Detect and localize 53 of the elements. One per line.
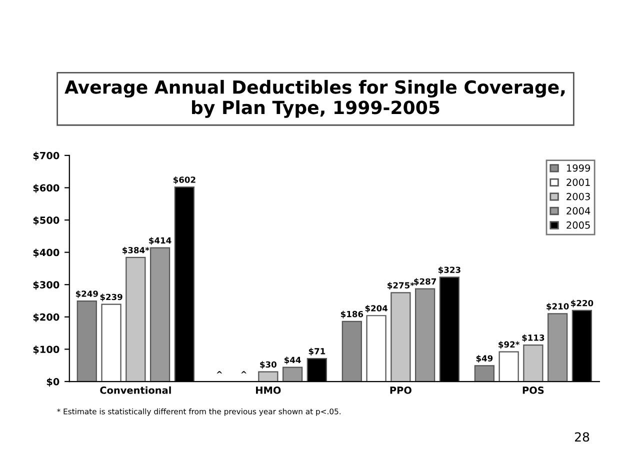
data-label: $92* [498,341,520,349]
bar [548,313,568,382]
bar [76,300,97,382]
bar [342,320,362,382]
text: 28 [574,432,590,442]
y-tick-label: $400 [33,248,60,258]
data-label: $113 [522,334,544,342]
data-label: $204 [365,304,388,313]
data-label: $210 [546,303,569,311]
legend-label: 2001 [566,178,590,186]
bar [390,292,411,382]
data-label: $186 [340,310,364,318]
bar [523,344,544,382]
legend-label: 2004 [566,207,590,215]
data-label: $249 [76,290,98,298]
x-tick-label: PPO [390,386,412,394]
data-label: $602 [173,176,196,184]
bar [498,351,519,382]
data-label: $287 [414,278,436,286]
bar [258,371,278,382]
y-tick-label: $300 [33,280,60,290]
data-label: $384* [122,246,150,254]
data-label: $44 [284,356,301,364]
legend-label: 2003 [566,192,590,200]
data-label: $239 [100,294,122,302]
legend-label: 1999 [567,164,590,172]
data-label: $220 [571,300,594,308]
bar [126,256,146,382]
bar [282,366,303,382]
y-tick-label: $700 [33,152,60,161]
x-tick-label: POS [522,386,544,394]
bar [150,247,170,382]
data-label: $30 [260,361,276,369]
y-tick-label: $0 [46,378,60,387]
data-label: $71 [308,348,326,356]
data-label: $414 [149,237,172,245]
y-tick-label: $200 [33,313,60,322]
data-label: $49 [476,355,493,363]
data-label: $323 [438,266,460,274]
x-tick-label: Conventional [100,386,171,394]
bar [474,365,494,382]
bar [366,315,386,382]
legend-label: 2005 [566,221,590,229]
y-tick-label: $600 [33,184,60,193]
text: ^ [216,371,222,374]
bar [101,304,122,382]
bar [415,288,436,382]
y-tick-label: $500 [33,216,60,226]
text: ^ [241,371,246,374]
chart-title: Average Annual Deductibles for Single Coverage, by Plan Type, 1999-2005 [64,80,565,118]
x-tick-label: HMO [256,386,281,394]
y-tick-label: $100 [33,346,60,354]
data-label: $275* [388,282,414,290]
